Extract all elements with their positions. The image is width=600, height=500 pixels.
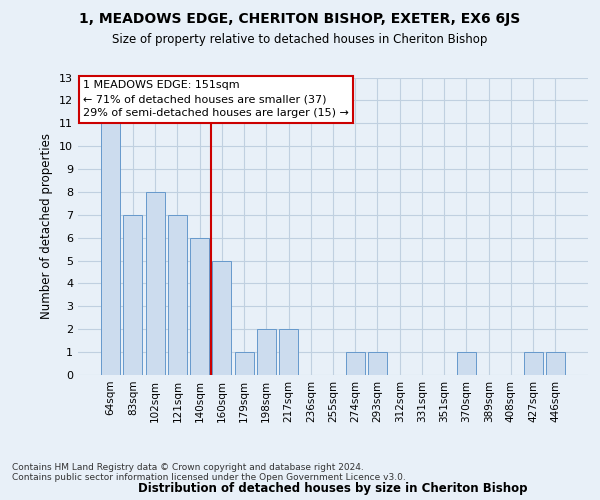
Bar	[524, 352, 542, 375]
Bar	[546, 352, 565, 375]
Text: Contains public sector information licensed under the Open Government Licence v3: Contains public sector information licen…	[12, 474, 406, 482]
Bar	[101, 124, 120, 375]
Bar	[457, 352, 476, 375]
Bar	[346, 352, 365, 375]
Text: 1 MEADOWS EDGE: 151sqm
← 71% of detached houses are smaller (37)
29% of semi-det: 1 MEADOWS EDGE: 151sqm ← 71% of detached…	[83, 80, 349, 118]
Bar	[235, 352, 254, 375]
Bar	[212, 260, 231, 375]
Bar	[257, 329, 276, 375]
Bar	[368, 352, 387, 375]
Bar	[279, 329, 298, 375]
Bar	[146, 192, 164, 375]
Bar	[190, 238, 209, 375]
Text: 1, MEADOWS EDGE, CHERITON BISHOP, EXETER, EX6 6JS: 1, MEADOWS EDGE, CHERITON BISHOP, EXETER…	[79, 12, 521, 26]
Bar	[124, 215, 142, 375]
Text: Contains HM Land Registry data © Crown copyright and database right 2024.: Contains HM Land Registry data © Crown c…	[12, 464, 364, 472]
Bar	[168, 215, 187, 375]
Text: Size of property relative to detached houses in Cheriton Bishop: Size of property relative to detached ho…	[112, 32, 488, 46]
Y-axis label: Number of detached properties: Number of detached properties	[40, 133, 53, 320]
Text: Distribution of detached houses by size in Cheriton Bishop: Distribution of detached houses by size …	[138, 482, 528, 495]
